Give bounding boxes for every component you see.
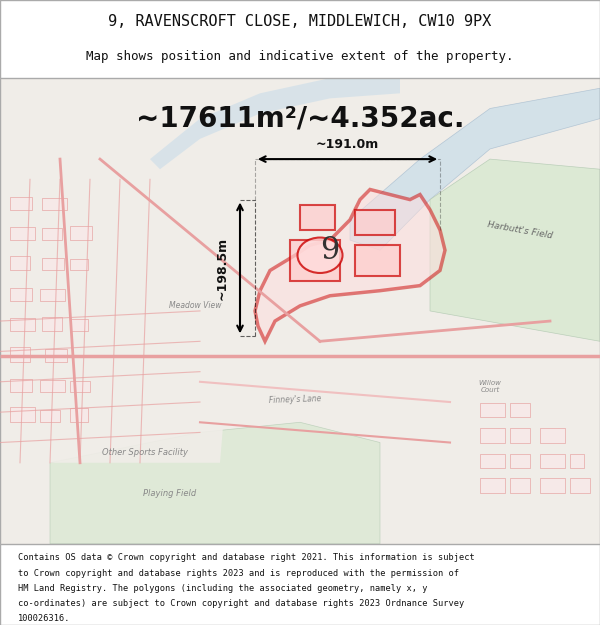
Text: ~191.0m: ~191.0m bbox=[316, 138, 379, 151]
Text: ~17611m²/~4.352ac.: ~17611m²/~4.352ac. bbox=[136, 104, 464, 132]
Bar bbox=[70, 408, 88, 422]
Text: Finney's Lane: Finney's Lane bbox=[269, 394, 322, 405]
Text: Willow
Court: Willow Court bbox=[479, 381, 502, 393]
Text: 9: 9 bbox=[320, 235, 340, 266]
Bar bbox=[540, 428, 565, 442]
Text: Contains OS data © Crown copyright and database right 2021. This information is : Contains OS data © Crown copyright and d… bbox=[18, 554, 475, 562]
Bar bbox=[42, 228, 62, 240]
Bar bbox=[40, 410, 60, 422]
Text: Map shows position and indicative extent of the property.: Map shows position and indicative extent… bbox=[86, 50, 514, 62]
Bar bbox=[570, 478, 590, 493]
Text: Playing Field: Playing Field bbox=[143, 489, 197, 498]
Ellipse shape bbox=[298, 238, 343, 273]
Bar bbox=[10, 407, 35, 422]
Bar bbox=[40, 380, 65, 392]
Text: HM Land Registry. The polygons (including the associated geometry, namely x, y: HM Land Registry. The polygons (includin… bbox=[18, 584, 427, 592]
Polygon shape bbox=[430, 159, 600, 341]
Text: co-ordinates) are subject to Crown copyright and database rights 2023 Ordnance S: co-ordinates) are subject to Crown copyr… bbox=[18, 599, 464, 608]
Bar bbox=[510, 428, 530, 442]
Bar bbox=[570, 454, 584, 468]
Text: Meadow View: Meadow View bbox=[169, 301, 221, 311]
Polygon shape bbox=[150, 78, 400, 169]
Bar bbox=[70, 226, 92, 240]
Text: to Crown copyright and database rights 2023 and is reproduced with the permissio: to Crown copyright and database rights 2… bbox=[18, 569, 459, 578]
Bar bbox=[45, 349, 67, 361]
Text: 9, RAVENSCROFT CLOSE, MIDDLEWICH, CW10 9PX: 9, RAVENSCROFT CLOSE, MIDDLEWICH, CW10 9… bbox=[109, 14, 491, 29]
Polygon shape bbox=[355, 210, 395, 235]
Bar bbox=[10, 256, 30, 271]
Polygon shape bbox=[350, 88, 600, 250]
Bar bbox=[42, 317, 62, 331]
Bar bbox=[10, 348, 30, 361]
Bar bbox=[70, 259, 88, 271]
Bar bbox=[10, 288, 32, 301]
Polygon shape bbox=[255, 189, 445, 341]
Bar bbox=[480, 454, 505, 468]
Bar bbox=[42, 258, 64, 271]
Bar bbox=[70, 319, 88, 331]
Bar bbox=[10, 196, 32, 210]
Bar bbox=[540, 454, 565, 468]
Text: ~198.5m: ~198.5m bbox=[215, 237, 229, 300]
Bar bbox=[510, 403, 530, 418]
Text: 100026316.: 100026316. bbox=[18, 614, 71, 622]
Bar bbox=[42, 198, 67, 210]
Bar bbox=[40, 289, 65, 301]
Polygon shape bbox=[355, 245, 400, 276]
Bar bbox=[10, 318, 35, 331]
Polygon shape bbox=[300, 204, 335, 230]
Bar bbox=[10, 227, 35, 240]
Bar bbox=[10, 379, 32, 392]
Polygon shape bbox=[0, 159, 230, 462]
Bar bbox=[480, 478, 505, 493]
Bar bbox=[510, 454, 530, 468]
Text: Harbutt's Field: Harbutt's Field bbox=[487, 220, 553, 240]
Bar bbox=[480, 403, 505, 418]
Bar bbox=[70, 381, 90, 392]
Polygon shape bbox=[290, 240, 340, 281]
Bar bbox=[510, 478, 530, 493]
Bar bbox=[540, 478, 565, 493]
Text: Other Sports Facility: Other Sports Facility bbox=[102, 448, 188, 457]
Polygon shape bbox=[50, 422, 380, 544]
Bar bbox=[480, 428, 505, 442]
